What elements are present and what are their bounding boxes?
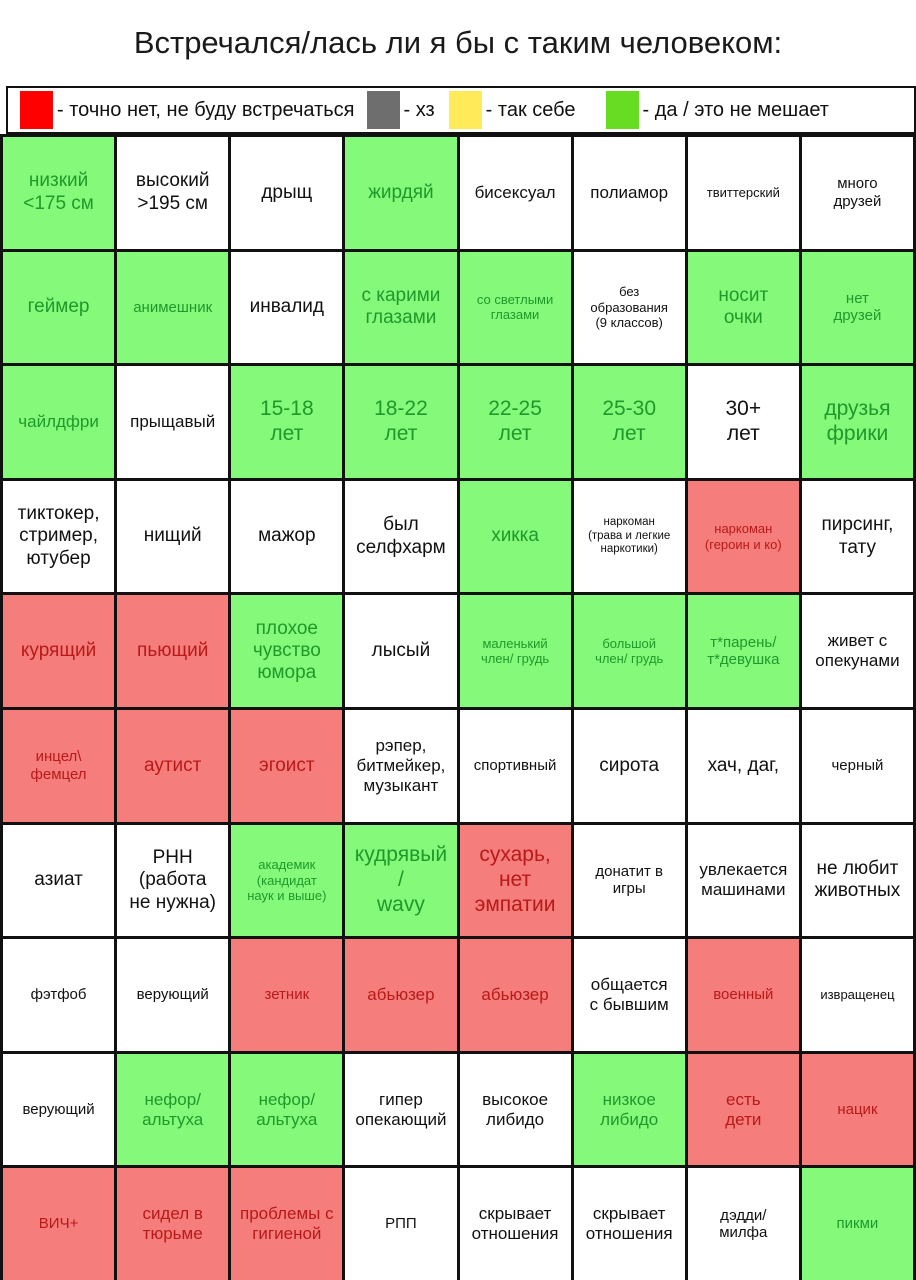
legend-swatch-green bbox=[605, 91, 639, 129]
grid-cell: 15-18 лет bbox=[231, 366, 343, 478]
grid-cell: плохое чувство юмора bbox=[231, 595, 343, 707]
grid-cell: извращенец bbox=[801, 939, 913, 1051]
grid-cell: инвалид bbox=[231, 251, 343, 364]
grid-cell: нацик bbox=[801, 1053, 913, 1166]
legend-item-no: - точно нет, не буду встречаться bbox=[20, 91, 355, 129]
grid-cell: академик (кандидат наук и выше) bbox=[231, 824, 343, 937]
grid-cell: курящий bbox=[3, 595, 115, 707]
grid-cell: хач, даг, bbox=[687, 709, 799, 822]
legend-item-yes: - да / это не мешает bbox=[605, 91, 829, 129]
legend-swatch-gray bbox=[366, 91, 400, 129]
grid-cell: низкий <175 см bbox=[3, 137, 115, 249]
grid-cell: скрывает отношения bbox=[459, 1168, 571, 1280]
grid-cell: пирсинг, тату bbox=[801, 480, 913, 593]
grid-cell: наркоман (трава и легкие наркотики) bbox=[573, 480, 685, 593]
grid-cell: ВИЧ+ bbox=[3, 1168, 115, 1280]
grid-cell: общается с бывшим bbox=[573, 939, 685, 1051]
legend-label-dunno: - хз bbox=[403, 98, 435, 121]
grid-cell: маленький член/ грудь bbox=[459, 595, 571, 707]
grid-cell: не любит животных bbox=[801, 824, 913, 937]
grid-cell: спортивный bbox=[459, 709, 571, 822]
grid-cell: зетник bbox=[231, 939, 343, 1051]
legend-swatch-yellow bbox=[448, 91, 482, 129]
grid-cell: проблемы с гигиеной bbox=[231, 1168, 343, 1280]
grid-cell: чайлдфри bbox=[3, 366, 115, 478]
grid-cell: много друзей bbox=[801, 137, 913, 249]
page-title: Встречался/лась ли я бы с таким человеко… bbox=[133, 25, 783, 60]
grid-cell: тиктокер, стример, ютубер bbox=[3, 480, 115, 593]
grid-cell: военный bbox=[687, 939, 799, 1051]
grid-cell: анимешник bbox=[117, 251, 229, 364]
grid-cell: со светлыми глазами bbox=[459, 251, 571, 364]
grid-cell: сирота bbox=[573, 709, 685, 822]
grid-cell: высокий >195 см bbox=[117, 137, 229, 249]
grid-cell: нет друзей bbox=[801, 251, 913, 364]
grid-cell: жирдяй bbox=[345, 137, 457, 249]
bingo-grid: низкий <175 см высокий >195 см дрыщ жирдяй б… bbox=[0, 134, 916, 1280]
legend-label-no: - точно нет, не буду встречаться bbox=[57, 98, 355, 121]
legend-item-meh: - так себе bbox=[448, 91, 576, 129]
legend-swatch-red bbox=[20, 91, 53, 129]
grid-cell: РПП bbox=[345, 1168, 457, 1280]
grid-cell: твиттерский bbox=[687, 137, 799, 249]
grid-cell: гипер опекающий bbox=[345, 1053, 457, 1166]
grid-cell: 22-25 лет bbox=[459, 366, 571, 478]
grid-cell: геймер bbox=[3, 251, 115, 364]
grid-cell: бисексуал bbox=[459, 137, 571, 249]
grid-cell: нищий bbox=[117, 480, 229, 593]
grid-cell: наркоман (героин и ко) bbox=[687, 480, 799, 593]
grid-cell: с карими глазами bbox=[345, 251, 457, 364]
grid-cell: азиат bbox=[3, 824, 115, 937]
grid-cell: абьюзер bbox=[459, 939, 571, 1051]
grid-cell: мажор bbox=[231, 480, 343, 593]
grid-cell: черный bbox=[801, 709, 913, 822]
grid-cell: рэпер, битмейкер, музыкант bbox=[345, 709, 457, 822]
grid-cell: сидел в тюрьме bbox=[117, 1168, 229, 1280]
grid-cell: есть дети bbox=[687, 1053, 799, 1166]
grid-cell: увлекается машинами bbox=[687, 824, 799, 937]
grid-cell: хикка bbox=[459, 480, 571, 593]
grid-cell: т*парень/ т*девушка bbox=[687, 595, 799, 707]
grid-cell: сухарь, нет эмпатии bbox=[459, 824, 571, 937]
grid-cell: фэтфоб bbox=[3, 939, 115, 1051]
grid-cell: полиамор bbox=[573, 137, 685, 249]
grid-cell: донатит в игры bbox=[573, 824, 685, 937]
grid-cell: высокое либидо bbox=[459, 1053, 571, 1166]
grid-cell: низкое либидо bbox=[573, 1053, 685, 1166]
grid-cell: лысый bbox=[345, 595, 457, 707]
grid-cell: 25-30 лет bbox=[573, 366, 685, 478]
grid-cell: пикми bbox=[801, 1168, 913, 1280]
grid-cell: прыщавый bbox=[117, 366, 229, 478]
legend-label-meh: - так себе bbox=[485, 98, 576, 121]
grid-cell: живет с опекунами bbox=[801, 595, 913, 707]
grid-cell: без образования (9 классов) bbox=[573, 251, 685, 364]
grid-cell: друзья фрики bbox=[801, 366, 913, 478]
grid-cell: 30+ лет bbox=[687, 366, 799, 478]
legend-label-yes: - да / это не мешает bbox=[642, 98, 829, 121]
grid-cell: скрывает отношения bbox=[573, 1168, 685, 1280]
grid-cell: абьюзер bbox=[345, 939, 457, 1051]
grid-cell: был селфхарм bbox=[345, 480, 457, 593]
grid-cell: РНН (работа не нужна) bbox=[117, 824, 229, 937]
grid-cell: дэдди/ милфа bbox=[687, 1168, 799, 1280]
grid-cell: эгоист bbox=[231, 709, 343, 822]
grid-cell: инцел\ фемцел bbox=[3, 709, 115, 822]
grid-cell: пьющий bbox=[117, 595, 229, 707]
grid-cell: нефор/ альтуха bbox=[117, 1053, 229, 1166]
legend-item-dunno: - хз bbox=[366, 91, 435, 129]
grid-cell: большой член/ грудь bbox=[573, 595, 685, 707]
grid-cell: 18-22 лет bbox=[345, 366, 457, 478]
grid-cell: носит очки bbox=[687, 251, 799, 364]
grid-cell: верующий bbox=[3, 1053, 115, 1166]
grid-cell: аутист bbox=[117, 709, 229, 822]
grid-cell: верующий bbox=[117, 939, 229, 1051]
grid-cell: нефор/ альтуха bbox=[231, 1053, 343, 1166]
grid-cell: кудрявый / wavy bbox=[345, 824, 457, 937]
grid-cell: дрыщ bbox=[231, 137, 343, 249]
legend: - точно нет, не буду встречаться - хз - … bbox=[6, 86, 916, 134]
